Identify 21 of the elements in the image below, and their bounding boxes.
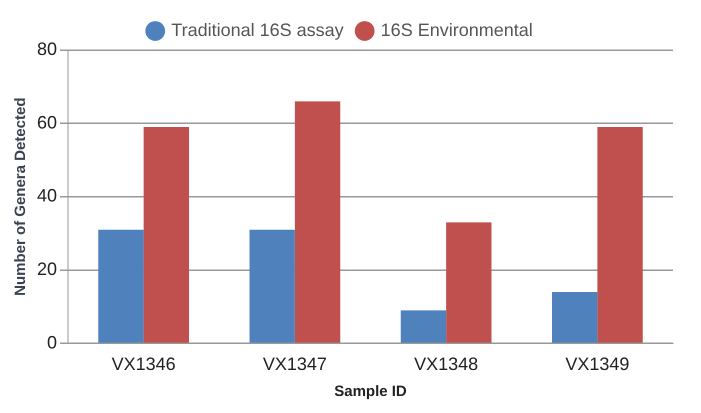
- legend-label: Traditional 16S assay: [171, 20, 344, 40]
- legend-label: 16S Environmental: [380, 20, 533, 40]
- x-tick-label: VX1349: [565, 354, 630, 374]
- y-tick-label: 40: [36, 186, 58, 206]
- bar: [144, 127, 190, 343]
- y-tick-label: 0: [47, 332, 58, 352]
- bar: [446, 222, 492, 343]
- x-tick-label: VX1348: [414, 354, 478, 374]
- y-axis-title: Number of Genera Detected: [12, 98, 30, 296]
- y-tick-label: 80: [36, 38, 58, 59]
- y-tick-label: 60: [36, 112, 58, 132]
- y-tick-label: 20: [36, 259, 58, 280]
- bar: [552, 292, 598, 343]
- bar: [98, 230, 144, 343]
- x-tick-label: VX1347: [262, 354, 327, 374]
- x-tick-label: VX1346: [112, 354, 176, 374]
- x-axis-title: Sample ID: [334, 383, 407, 400]
- bar: [400, 310, 446, 343]
- bar: [294, 101, 340, 343]
- bar: [250, 230, 295, 343]
- bar: [597, 127, 643, 343]
